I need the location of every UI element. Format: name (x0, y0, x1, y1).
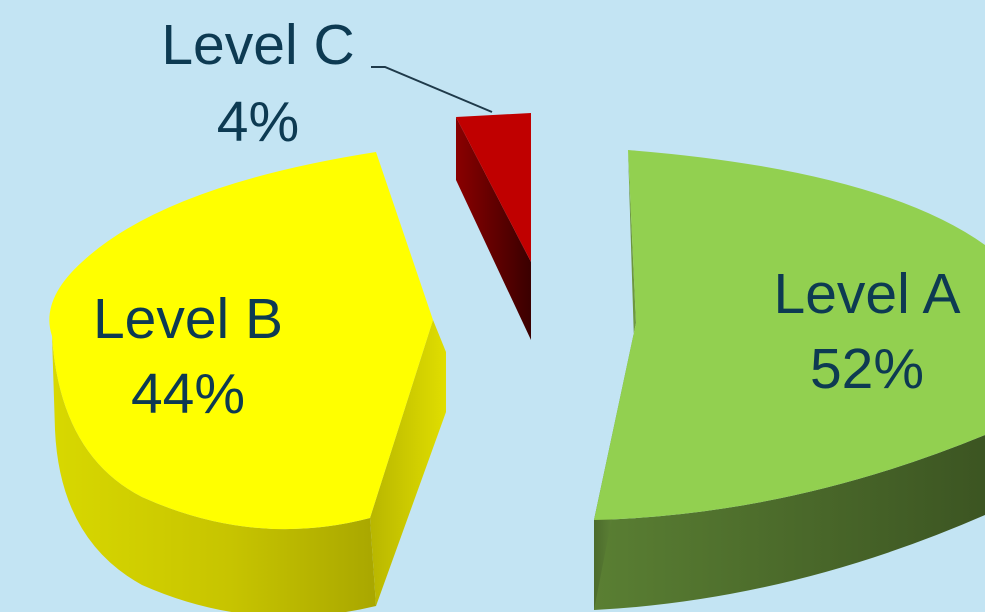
slice-level-a-top (594, 150, 985, 520)
slice-level-a-side (594, 435, 985, 610)
slice-level-b-cut-face (370, 320, 446, 606)
slice-level-b-side (52, 336, 376, 612)
slice-level-c-cut-face (456, 117, 531, 340)
slice-level-a-value: 52% (810, 337, 924, 401)
slice-level-c: Level C 4% (161, 13, 531, 340)
slice-level-c-leader-line (371, 66, 493, 113)
slice-level-a: Level A 52% (594, 150, 985, 610)
slice-level-b-value: 44% (131, 362, 245, 426)
slice-level-c-top (456, 113, 531, 262)
slice-level-b: Level B 44% (49, 152, 446, 612)
slice-level-b-top (49, 152, 433, 530)
slice-level-c-value: 4% (217, 90, 299, 154)
slice-level-b-name: Level B (93, 287, 283, 351)
slice-level-c-name: Level C (161, 13, 354, 77)
slice-level-a-name: Level A (774, 262, 961, 326)
